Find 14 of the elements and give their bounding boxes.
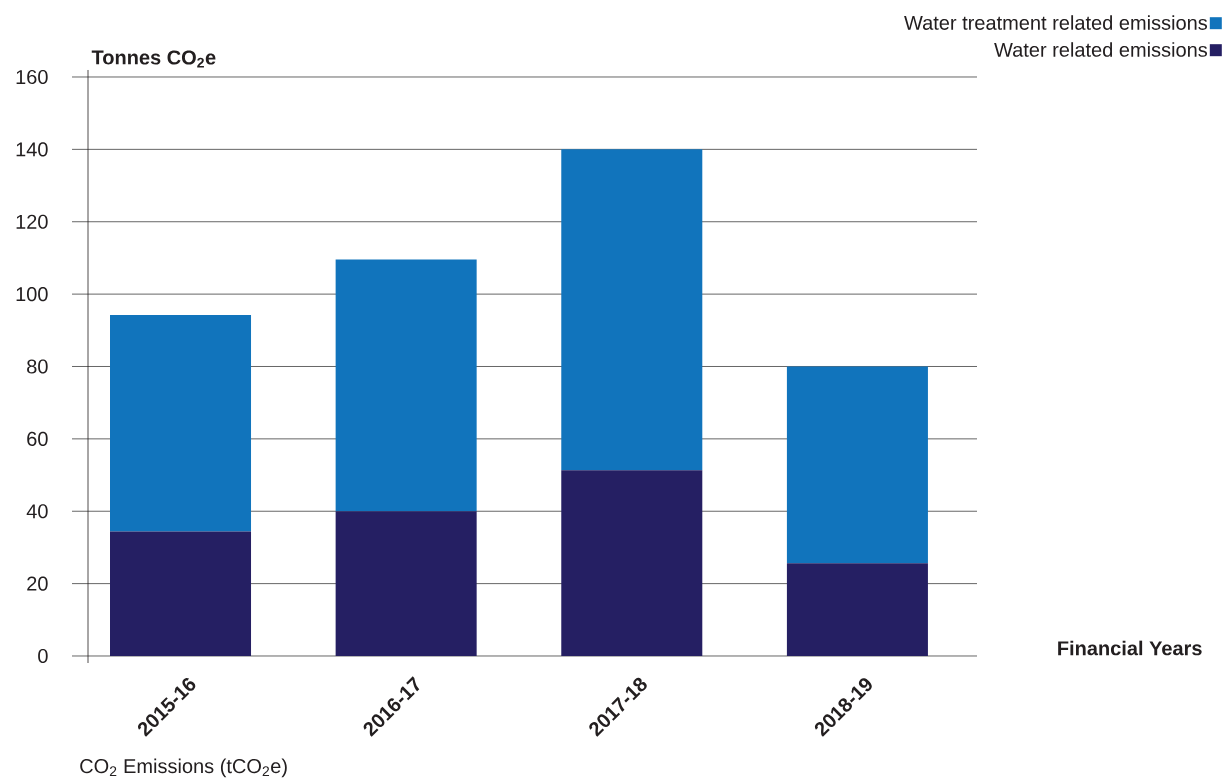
text: CO$_{2}$ Emissions (tCO$_{2}$e)	[80, 758, 287, 778]
y-tick-label: 60	[27, 431, 48, 446]
y-tick-label: 20	[27, 576, 48, 591]
y-tick-label: 100	[16, 287, 48, 302]
x-axis-title: Financial Years	[1058, 640, 1202, 656]
legend-label: Water related emissions	[994, 42, 1208, 57]
y-axis-title: Tonnes CO$_{2}$e	[91, 50, 216, 68]
y-tick-label: 140	[16, 142, 48, 157]
y-tick-label: 160	[16, 69, 48, 85]
y-tick-label: 0	[38, 648, 48, 664]
y-tick-label: 40	[26, 504, 48, 519]
y-tick-label: 120	[16, 214, 48, 229]
legend-label: Water treatment related emissions	[904, 15, 1208, 30]
y-tick-label: 80	[27, 359, 48, 374]
